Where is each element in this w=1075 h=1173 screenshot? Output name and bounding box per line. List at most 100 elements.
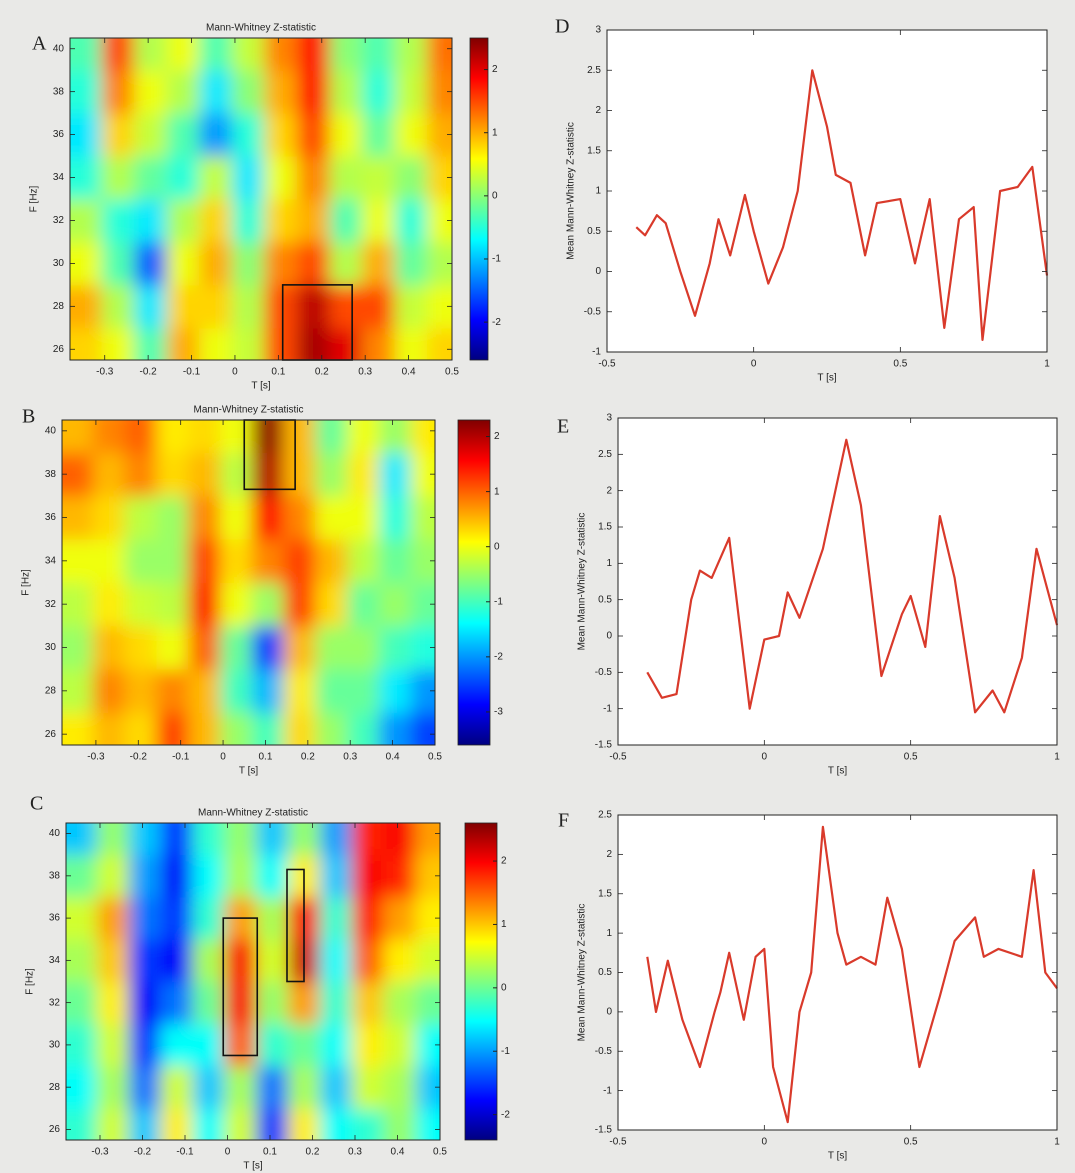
heatmap-cell — [96, 1108, 130, 1140]
heatmap-cell — [92, 539, 126, 583]
heatmap-cell — [256, 854, 289, 898]
heatmap-cell — [410, 712, 435, 745]
heatmap — [70, 38, 452, 360]
y-tick-label: 2.5 — [587, 65, 601, 76]
heatmap-cell — [101, 327, 135, 360]
heatmap-cell — [166, 284, 200, 329]
x-tick-label: 0.5 — [904, 752, 918, 763]
heatmap-cell — [264, 199, 298, 243]
colorbar-tick-label: -2 — [501, 1109, 510, 1120]
x-tick-label: 1 — [1054, 1137, 1060, 1148]
heatmap-cell — [231, 38, 265, 71]
heatmap-cell — [66, 1023, 98, 1067]
heatmap-cell — [62, 712, 94, 745]
colorbar — [469, 37, 489, 361]
heatmap-cell — [70, 327, 102, 360]
x-tick-label: 0.4 — [386, 752, 400, 763]
heatmap-cell — [92, 669, 126, 713]
colorbar-tick-label: -3 — [494, 707, 503, 718]
y-tick-label: -1 — [603, 703, 612, 714]
heatmap-cell — [315, 539, 348, 583]
heatmap-cell — [96, 981, 130, 1025]
heatmap-cell — [166, 241, 200, 286]
colorbar-tick-label: 0 — [492, 190, 498, 201]
heatmap-cell — [296, 241, 330, 286]
heatmap-cells — [66, 823, 440, 1140]
heatmap-cell — [66, 823, 98, 856]
y-tick-label: 28 — [53, 301, 65, 312]
data-line — [635, 69, 1049, 341]
heatmap-cell — [156, 495, 189, 540]
y-tick-label: -1.5 — [595, 1125, 613, 1136]
heatmap-cell — [124, 625, 157, 670]
heatmap-cell — [283, 420, 316, 453]
heatmap-cell — [251, 539, 284, 583]
heatmap-cell — [66, 854, 98, 898]
heatmap-cell — [156, 582, 189, 627]
heatmap-cell — [156, 669, 189, 713]
heatmap-cell — [296, 199, 330, 243]
heatmap-cell — [199, 70, 233, 114]
heatmap-cell — [101, 70, 135, 114]
heatmap-cell — [160, 1108, 193, 1140]
x-axis-label: T [s] — [817, 373, 836, 384]
x-axis-label: T [s] — [243, 1161, 262, 1172]
colorbar-tick-label: 1 — [494, 486, 500, 497]
x-tick-label: 0.2 — [301, 752, 315, 763]
y-tick-label: -0.5 — [595, 1046, 613, 1057]
heatmap-cell — [70, 284, 102, 329]
heatmap-cell — [296, 284, 330, 329]
y-tick-label: 2 — [595, 105, 601, 116]
heatmap-cell — [124, 452, 157, 497]
heatmap-cell — [319, 854, 353, 898]
heatmap-cell — [128, 1108, 162, 1140]
heatmap-cell — [192, 1066, 225, 1109]
y-tick-label: -0.5 — [584, 306, 602, 317]
x-tick-label: -0.3 — [87, 752, 105, 763]
heatmap-cell — [70, 241, 102, 286]
heatmap-cell — [383, 1108, 417, 1140]
heatmap-cell — [347, 452, 380, 497]
heatmap-cell — [188, 452, 221, 497]
heatmap-cell — [92, 495, 126, 540]
y-tick-label: 1.5 — [598, 888, 612, 899]
heatmap-cell — [383, 981, 417, 1025]
y-tick-label: 40 — [53, 43, 65, 54]
x-tick-label: 0.4 — [391, 1147, 405, 1158]
heatmap-cell — [283, 539, 316, 583]
heatmap-cell — [231, 70, 265, 114]
heatmap-cell — [156, 452, 189, 497]
heatmap-cell — [329, 199, 363, 243]
plot-area — [618, 418, 1057, 745]
heatmap-cell — [283, 495, 316, 540]
heatmap-cell — [92, 712, 126, 745]
heatmap-cell — [351, 1023, 385, 1067]
heatmap-cell — [62, 539, 94, 583]
y-tick-label: 36 — [53, 129, 65, 140]
x-tick-label: 0.5 — [893, 359, 907, 370]
heatmap-cell — [124, 539, 157, 583]
heatmap-cell — [192, 981, 225, 1025]
heatmap-cell — [160, 981, 193, 1025]
heatmap-cell — [329, 284, 363, 329]
heatmap-cell — [329, 241, 363, 286]
x-tick-label: -0.2 — [134, 1147, 152, 1158]
y-tick-label: 1.5 — [598, 522, 612, 533]
heatmap-cell — [256, 981, 289, 1025]
heatmap-cell — [166, 38, 200, 71]
heatmap-cell — [156, 420, 189, 453]
y-tick-label: -1 — [592, 347, 601, 358]
heatmap-cell — [378, 495, 412, 540]
heatmap-cell — [160, 854, 193, 898]
data-line — [646, 438, 1059, 714]
heatmap-cell — [256, 1066, 289, 1109]
heatmap-cell — [347, 420, 380, 453]
heatmap-cell — [315, 452, 348, 497]
heatmap-cell — [134, 113, 168, 157]
y-axis-label: Mean Mann-Whitney Z-statistic — [577, 904, 588, 1042]
heatmap-cell — [329, 70, 363, 114]
heatmap-cell — [101, 199, 135, 243]
heatmap-cell — [383, 939, 417, 982]
heatmap-cell — [347, 712, 380, 745]
